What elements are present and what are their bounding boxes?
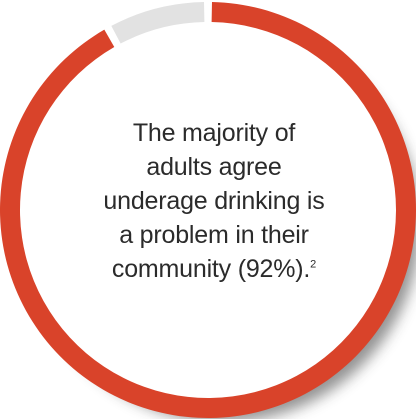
footnote-reference: 2 bbox=[310, 258, 317, 271]
caption-line-3: underage drinking is bbox=[103, 187, 325, 215]
chart-inner-disc bbox=[12, 14, 404, 406]
caption-line-2: adults agree bbox=[146, 153, 282, 181]
caption-line-5-text: community (92%). bbox=[111, 255, 311, 283]
caption-line-5: community (92%).2 bbox=[96, 252, 332, 286]
caption-line-4: a problem in their bbox=[119, 221, 309, 249]
slice-other bbox=[111, 2, 205, 44]
caption-line-1: The majority of bbox=[132, 119, 296, 147]
chart-caption: The majority of adults agree underage dr… bbox=[96, 116, 332, 286]
